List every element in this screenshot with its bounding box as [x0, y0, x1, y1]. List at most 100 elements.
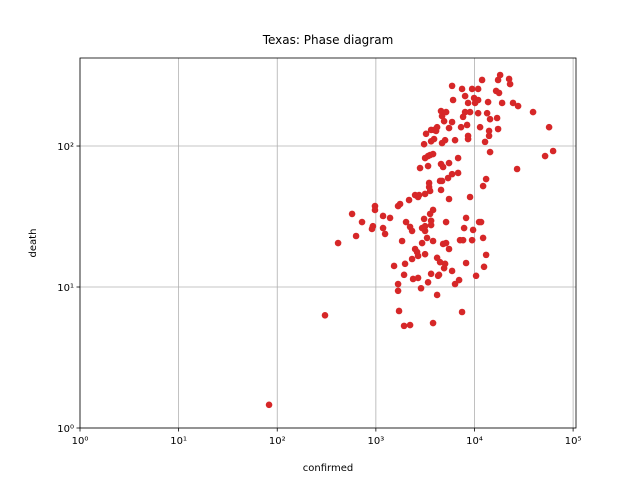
point [451, 136, 459, 144]
point [371, 206, 379, 214]
point [479, 234, 487, 242]
point [433, 291, 441, 299]
point [438, 112, 446, 120]
point [390, 262, 398, 270]
x-tick-label: 10⁵ [565, 436, 582, 447]
point [420, 215, 428, 223]
point [460, 224, 468, 232]
point [468, 236, 476, 244]
point [421, 190, 429, 198]
point [481, 138, 489, 146]
point [462, 214, 470, 222]
point [445, 195, 453, 203]
point [466, 108, 474, 116]
point [435, 271, 443, 279]
point [529, 108, 537, 116]
point [352, 232, 360, 240]
point [474, 109, 482, 117]
point [485, 132, 493, 140]
point [505, 75, 513, 83]
point [400, 322, 408, 330]
point [448, 170, 456, 178]
point [427, 221, 435, 229]
point [429, 319, 437, 327]
point [486, 148, 494, 156]
point [424, 278, 432, 286]
point [408, 255, 416, 263]
point [409, 275, 417, 283]
point [430, 135, 438, 143]
point [416, 164, 424, 172]
point [458, 85, 466, 93]
point [442, 218, 450, 226]
point [506, 80, 514, 88]
point [358, 218, 366, 226]
point [436, 177, 444, 185]
point [478, 76, 486, 84]
point [406, 321, 414, 329]
point [513, 165, 521, 173]
point [408, 227, 416, 235]
point [394, 280, 402, 288]
point [472, 272, 480, 280]
x-tick-label: 10³ [367, 436, 384, 447]
point [448, 267, 456, 275]
x-axis-label: confirmed [303, 463, 353, 474]
point [482, 251, 490, 259]
point [476, 123, 484, 131]
point [334, 239, 342, 247]
point [445, 245, 453, 253]
point [417, 284, 425, 292]
point [469, 226, 477, 234]
point [449, 96, 457, 104]
point [545, 123, 553, 131]
point [439, 163, 447, 171]
chart-title: Texas: Phase diagram [262, 33, 394, 47]
point [421, 154, 429, 162]
point [496, 71, 504, 79]
point [494, 125, 502, 133]
point [514, 102, 522, 110]
point [454, 169, 462, 177]
point [448, 118, 456, 126]
point [429, 206, 437, 214]
point [421, 250, 429, 258]
point [401, 260, 409, 268]
point [432, 127, 440, 135]
point [498, 99, 506, 107]
point [458, 308, 466, 316]
point [509, 99, 517, 107]
point [549, 147, 557, 155]
point [424, 162, 432, 170]
point [420, 140, 428, 148]
x-tick-label: 10¹ [170, 436, 187, 447]
point [379, 212, 387, 220]
point [348, 210, 356, 218]
point [436, 258, 444, 266]
point [471, 99, 479, 107]
point [464, 99, 472, 107]
point [429, 237, 437, 245]
x-tick-label: 10⁴ [466, 436, 483, 447]
point [494, 76, 502, 84]
point [405, 196, 413, 204]
x-tick-label: 10⁰ [72, 436, 89, 447]
point [398, 237, 406, 245]
point [461, 92, 469, 100]
point [441, 136, 449, 144]
point [483, 109, 491, 117]
point [440, 117, 448, 125]
point [426, 187, 434, 195]
point [486, 115, 494, 123]
point [427, 270, 435, 278]
point [429, 150, 437, 158]
point [442, 239, 450, 247]
point [454, 154, 462, 162]
point [394, 287, 402, 295]
point [437, 107, 445, 115]
y-tick-label: 10² [57, 142, 74, 153]
plot-frame [79, 57, 577, 429]
